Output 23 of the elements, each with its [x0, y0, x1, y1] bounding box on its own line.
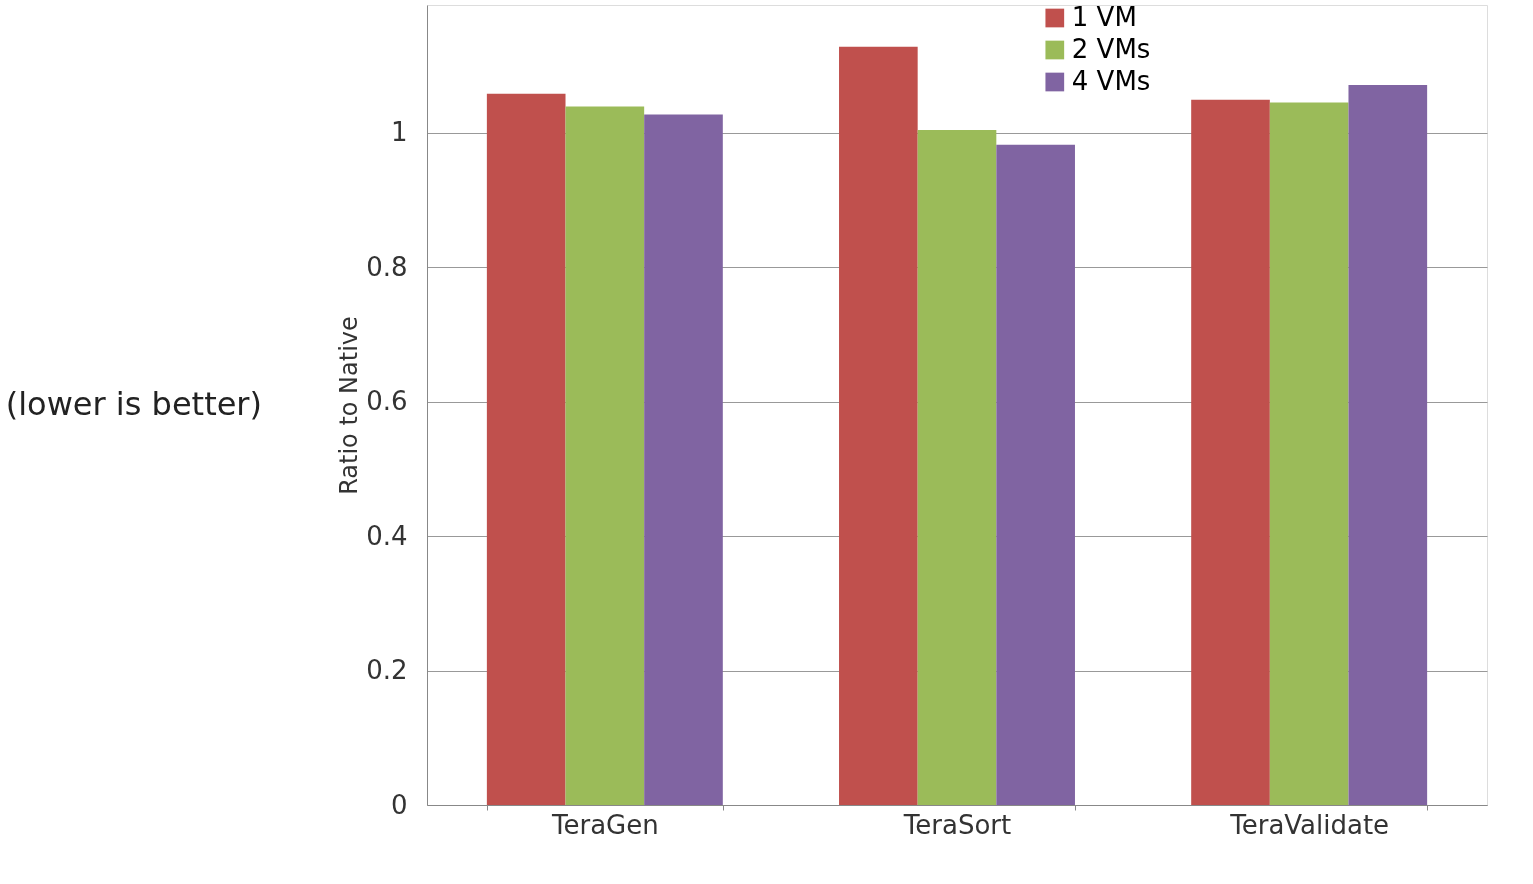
bar: [839, 46, 918, 805]
y-tick-label: 0.2: [366, 655, 408, 686]
y-tick-label: 0.6: [366, 386, 408, 417]
x-tick-label: TeraGen: [550, 809, 659, 840]
text: (lower is better): [5, 385, 262, 423]
y-tick-label: 0.8: [366, 251, 408, 282]
legend-label: 2 VMs: [1071, 34, 1151, 64]
y-tick-label: 1: [390, 117, 408, 148]
bar: [565, 106, 645, 805]
x-tick-label: TeraValidate: [1229, 809, 1390, 840]
y-tick-label: 0.4: [366, 520, 408, 551]
x-tick-label: TeraSort: [902, 809, 1012, 840]
bar: [917, 130, 997, 805]
y-axis-title: Ratio to Native: [335, 316, 364, 495]
legend-label: 1 VM: [1071, 2, 1137, 32]
bar: [644, 114, 723, 805]
bar: [1269, 102, 1349, 805]
bar: [1191, 99, 1270, 805]
bar: [996, 144, 1075, 805]
bar: [486, 93, 566, 805]
legend-label: 4 VMs: [1071, 66, 1151, 96]
bar: [1348, 85, 1428, 805]
y-tick-label: 0: [390, 789, 408, 820]
